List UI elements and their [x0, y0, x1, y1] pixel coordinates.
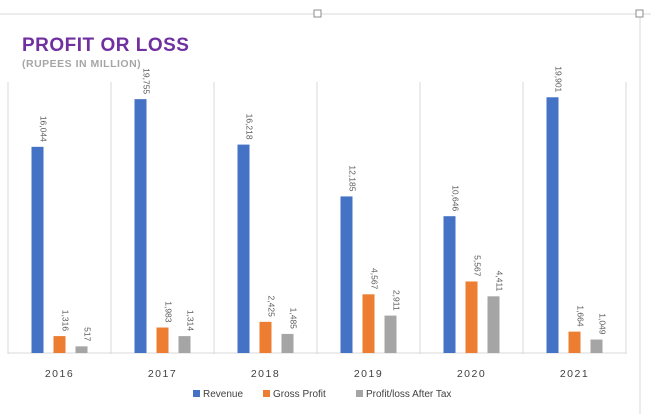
data-label: 19,901 [554, 66, 564, 92]
data-label: 1,049 [598, 313, 608, 335]
bar-gross-profit-2019[interactable] [362, 294, 375, 353]
legend-swatch [193, 390, 200, 397]
legend-entry[interactable]: Revenue [203, 389, 243, 400]
data-label: 517 [83, 327, 93, 341]
chart-title: PROFIT OR LOSS [22, 35, 189, 56]
data-label: 2,911 [392, 290, 402, 311]
data-label: 12,185 [348, 165, 358, 191]
bar-revenue-2019[interactable] [340, 196, 353, 353]
data-label: 1,316 [61, 310, 71, 332]
bar-profit-loss-after-tax-2020[interactable] [487, 296, 500, 353]
bar-revenue-2017[interactable] [134, 99, 147, 353]
x-tick-label: 2016 [45, 368, 74, 380]
bar-gross-profit-2020[interactable] [465, 281, 478, 353]
data-label: 1,983 [164, 301, 174, 323]
data-label: 4,567 [370, 268, 380, 290]
data-label: 1,314 [186, 310, 196, 332]
resize-handle-top[interactable] [313, 9, 322, 18]
data-label: 16,218 [245, 114, 255, 140]
bar-gross-profit-2017[interactable] [156, 327, 169, 353]
x-tick-label: 2018 [251, 368, 280, 380]
legend-swatch [263, 390, 270, 397]
chart-subtitle: (RUPEES IN MILLION) [22, 58, 141, 70]
x-tick-label: 2021 [560, 368, 589, 380]
legend-swatch [356, 390, 363, 397]
data-label: 1,485 [289, 308, 299, 330]
data-label: 1,664 [576, 305, 586, 327]
data-label: 2,425 [267, 296, 277, 318]
bar-profit-loss-after-tax-2018[interactable] [281, 333, 294, 353]
bar-profit-loss-after-tax-2021[interactable] [590, 339, 603, 353]
bar-revenue-2016[interactable] [31, 146, 44, 353]
x-tick-label: 2017 [148, 368, 177, 380]
legend-entry[interactable]: Gross Profit [273, 389, 326, 400]
bar-revenue-2021[interactable] [546, 97, 559, 353]
x-tick-label: 2019 [354, 368, 383, 380]
data-label: 16,044 [39, 116, 49, 142]
data-label: 19,755 [142, 68, 152, 94]
legend: Revenue Gross Profit Profit/loss After Tax [193, 389, 451, 400]
data-label: 4,411 [495, 271, 505, 292]
legend-entry[interactable]: Profit/loss After Tax [366, 389, 451, 400]
resize-handle-top-right[interactable] [635, 9, 644, 18]
bar-gross-profit-2021[interactable] [568, 331, 581, 353]
bar-profit-loss-after-tax-2019[interactable] [384, 315, 397, 353]
x-tick-label: 2020 [457, 368, 486, 380]
bar-revenue-2020[interactable] [443, 216, 456, 353]
bar-profit-loss-after-tax-2017[interactable] [178, 336, 191, 353]
bar-profit-loss-after-tax-2016[interactable] [75, 346, 88, 353]
data-label: 10,646 [451, 185, 461, 211]
bar-revenue-2018[interactable] [237, 144, 250, 353]
data-label: 5,567 [473, 255, 483, 277]
plot-area: 16,044 1,316 517 2016 19,755 1,983 1,314 2017 16… [7, 66, 627, 380]
bar-gross-profit-2016[interactable] [53, 336, 66, 353]
bar-gross-profit-2018[interactable] [259, 321, 272, 353]
